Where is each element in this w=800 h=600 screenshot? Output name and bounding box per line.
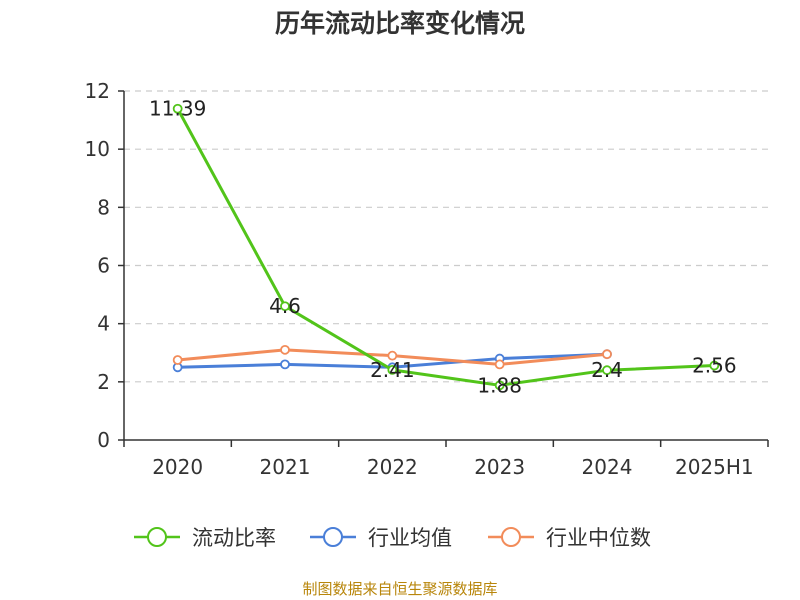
data-point (709, 360, 720, 371)
data-label: 4.6 (269, 294, 301, 318)
data-point (280, 359, 290, 370)
series-line-0 (176, 108, 715, 387)
x-tick-label: 2024 (582, 455, 633, 479)
data-label: 2.4 (591, 358, 623, 382)
legend-label: 行业均值 (368, 526, 452, 550)
data-point (494, 380, 505, 391)
data-label: 2.56 (692, 354, 737, 378)
x-tick-label: 2025H1 (675, 455, 754, 479)
data-label: 2.41 (370, 358, 415, 382)
data-point (387, 365, 398, 375)
legend-marker (323, 527, 343, 547)
y-tick-label: 10 (85, 137, 110, 161)
data-label: 1.88 (477, 373, 522, 397)
y-tick-label: 12 (85, 79, 110, 103)
legend-label: 行业中位数 (546, 526, 651, 550)
x-tick-label: 2023 (474, 455, 525, 479)
x-tick-label: 2021 (260, 455, 311, 479)
legend-marker (147, 527, 167, 547)
x-tick-label: 2020 (152, 455, 203, 479)
data-point (172, 103, 183, 114)
data-point (602, 365, 612, 376)
legend-marker (501, 527, 521, 547)
y-tick-label: 4 (97, 312, 110, 336)
data-point (602, 349, 612, 360)
y-tick-label: 2 (97, 370, 110, 394)
x-tick-label: 2022 (367, 455, 418, 479)
y-tick-label: 0 (97, 428, 110, 452)
source-note: 制图数据来自恒生聚源数据库 (302, 580, 498, 598)
data-point (172, 355, 183, 365)
y-tick-label: 6 (97, 254, 110, 278)
y-tick-label: 8 (97, 195, 110, 219)
legend-label: 流动比率 (192, 526, 276, 550)
data-point (280, 344, 290, 355)
chart-title: 历年流动比率变化情况 (274, 9, 525, 38)
data-point (387, 350, 398, 361)
data-label: 11.39 (149, 97, 206, 121)
data-point (280, 301, 290, 312)
data-point (494, 359, 505, 370)
